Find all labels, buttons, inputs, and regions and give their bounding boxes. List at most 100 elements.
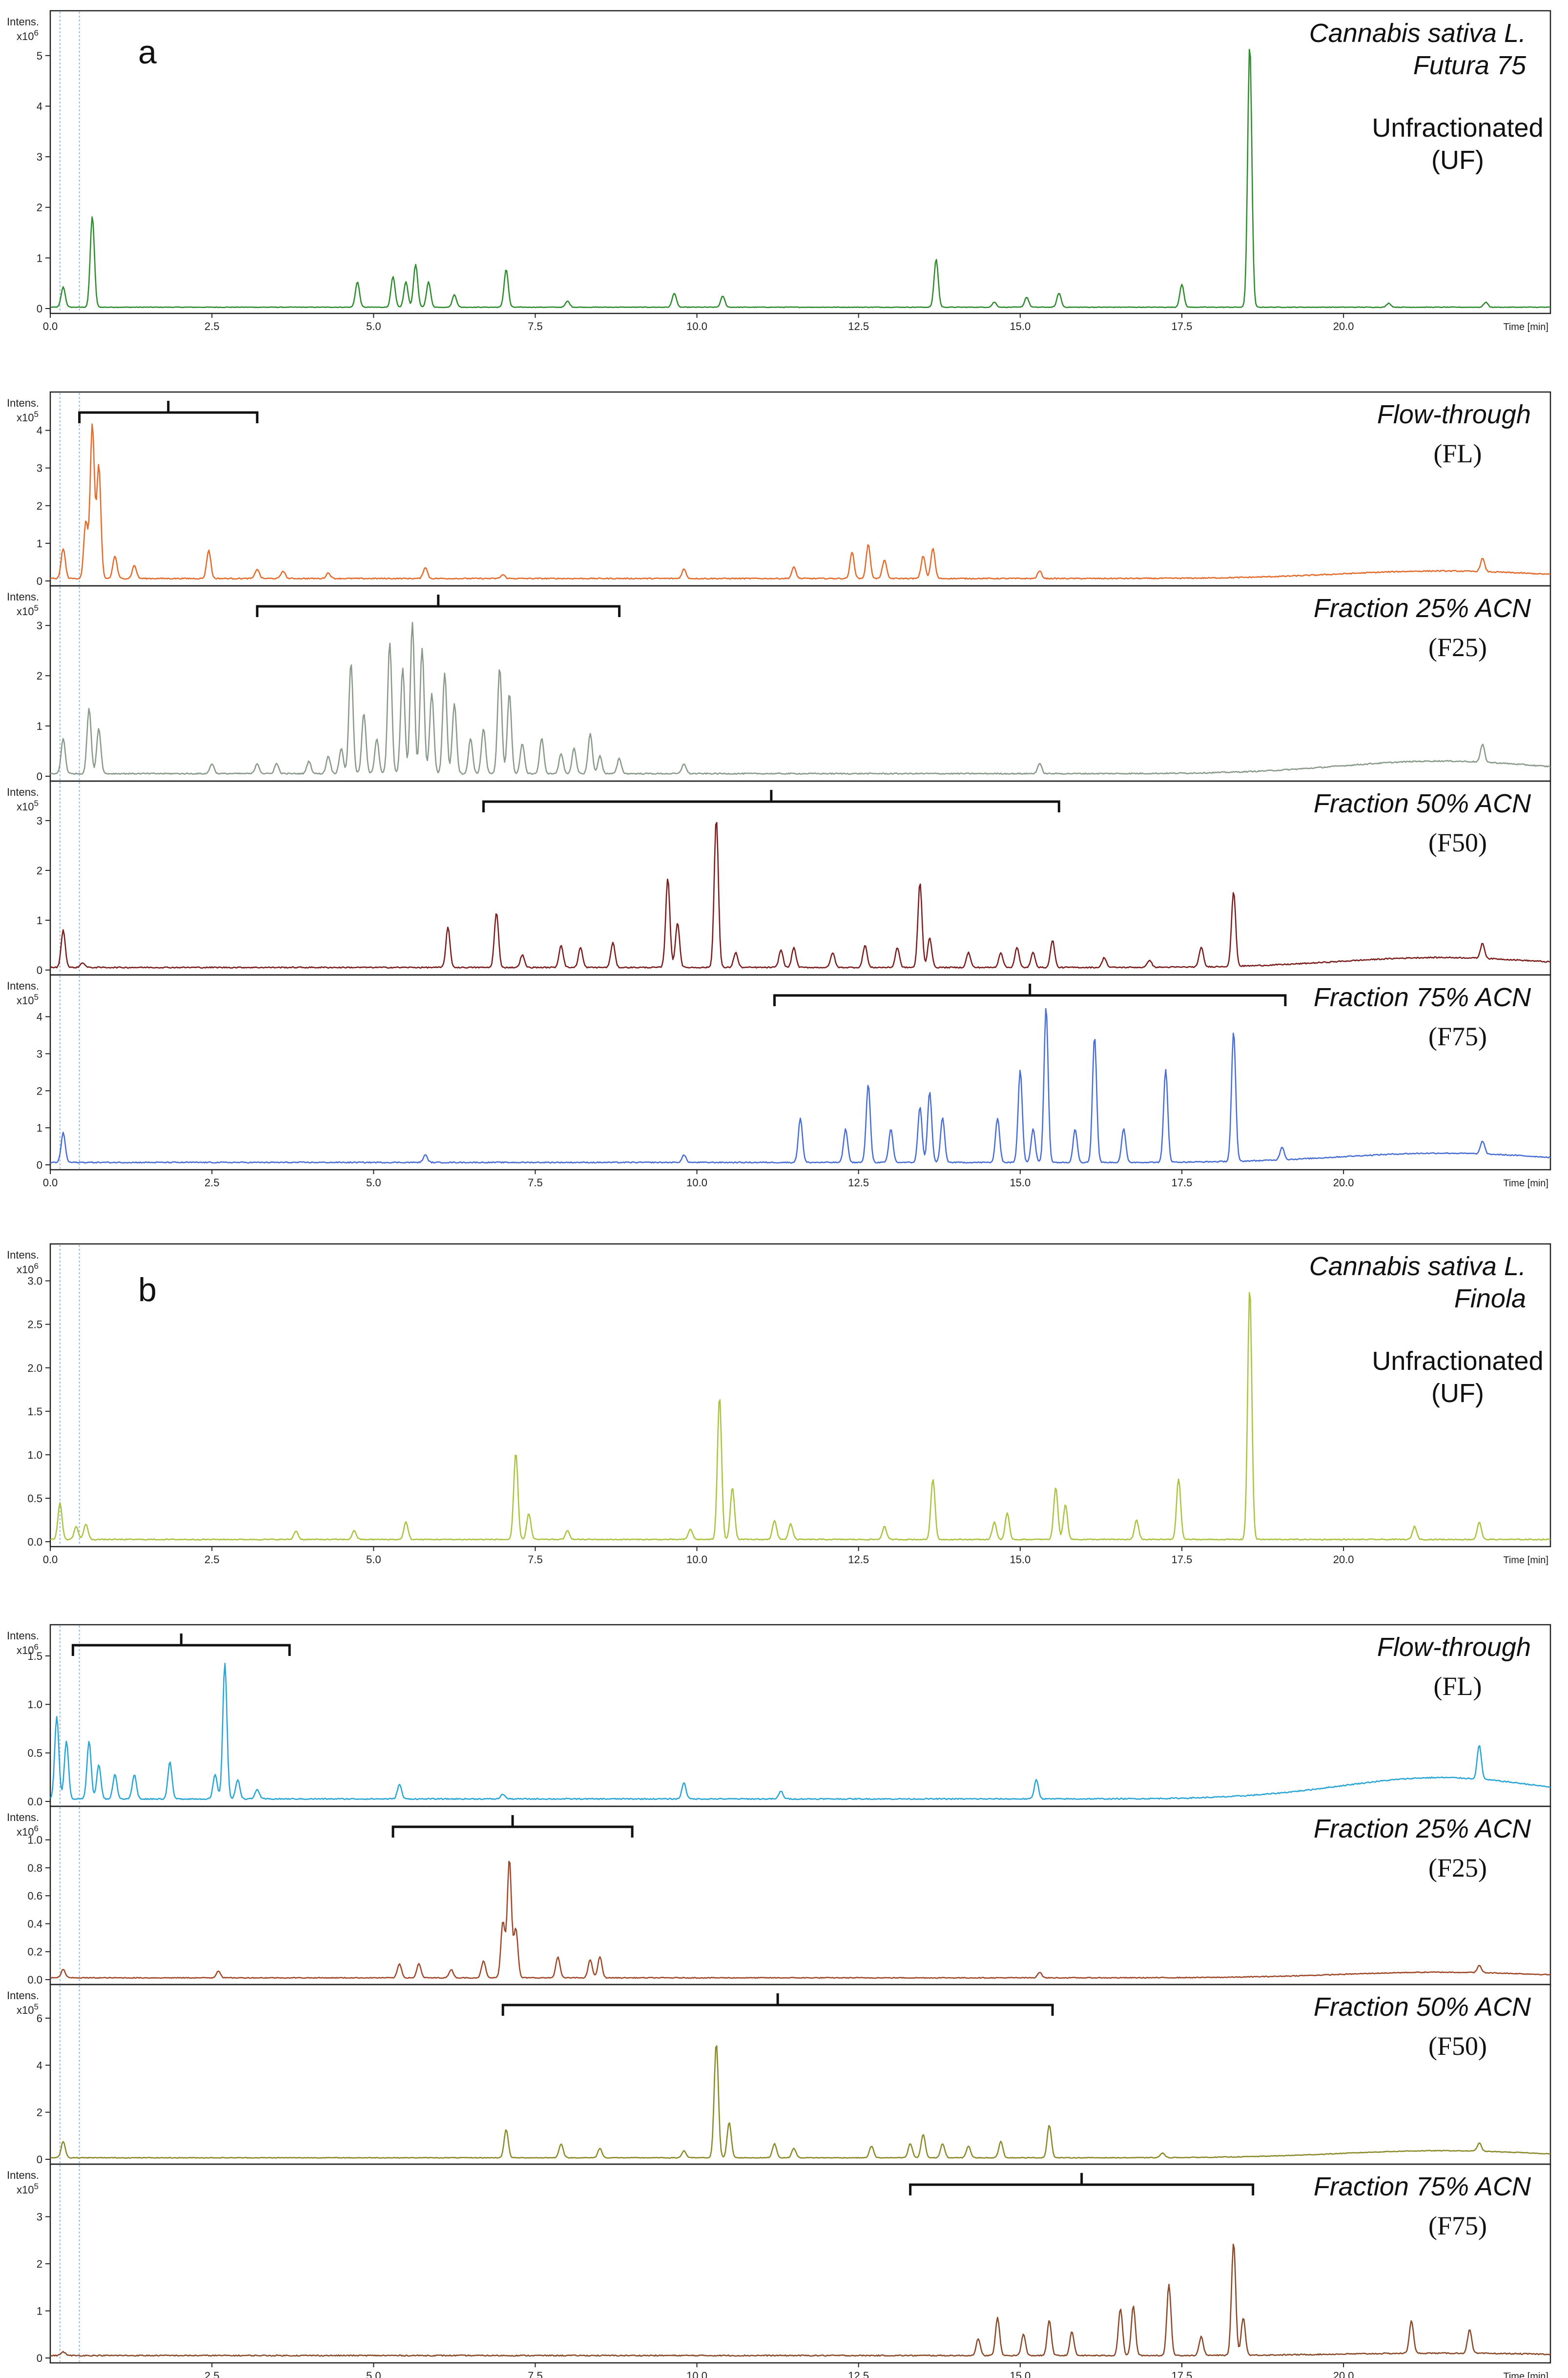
y-exponent-label: x106: [17, 1261, 39, 1276]
y-tick-label: 0.5: [27, 1492, 42, 1505]
y-tick-label: 2: [37, 670, 42, 682]
y-tick-label: 6: [37, 2012, 42, 2025]
x-tick-label: 0.0: [43, 1553, 58, 1566]
y-tick-label: 0: [37, 2352, 42, 2364]
y-axis-label: Intens.: [7, 980, 39, 992]
exponent-base: x10: [17, 30, 34, 42]
y-tick-label: 1.5: [27, 1406, 42, 1418]
y-tick-label: 4: [37, 2059, 42, 2071]
y-axis-label: Intens.: [7, 2169, 39, 2181]
panel-frame: [49, 391, 1551, 587]
exponent-power: 5: [34, 993, 38, 1002]
panel-subtitle-line: Unfractionated: [1372, 1346, 1543, 1376]
panel-title-line: Fraction 50% ACN: [1314, 1992, 1531, 2022]
y-axis-label: Intens.: [7, 1811, 39, 1823]
elution-bracket: [909, 2173, 1255, 2195]
panel-title-line: Fraction 50% ACN: [1314, 789, 1531, 818]
y-tick-label: 1: [37, 2305, 42, 2317]
y-tick-label: 2: [37, 500, 42, 512]
panel-frame: [49, 1624, 1551, 1807]
panel-letter: b: [138, 1271, 157, 1308]
x-axis-label: Time [min]: [1503, 1555, 1548, 1566]
x-tick-label: 0.0: [43, 1177, 58, 1189]
y-tick-label: 2.5: [27, 1319, 42, 1331]
panel-frame: [49, 1243, 1551, 1548]
panel-subtitle-line: (F50): [1428, 2031, 1487, 2061]
panel-subtitle-line: (UF): [1431, 145, 1484, 175]
x-tick-label: 2.5: [205, 320, 220, 332]
y-tick-label: 2: [37, 1085, 42, 1097]
y-tick-label: 2: [37, 2107, 42, 2119]
y-tick-label: 0: [37, 964, 42, 976]
trace-F50: [50, 822, 1551, 969]
exponent-base: x10: [17, 605, 34, 618]
y-tick-label: 1: [37, 252, 42, 264]
panel-subtitle-line: Unfractionated: [1372, 113, 1543, 143]
y-tick-label: 0.6: [27, 1890, 42, 1902]
elution-bracket: [482, 790, 1060, 812]
y-tick-label: 3: [37, 620, 42, 632]
y-axis-label: Intens.: [7, 1630, 39, 1642]
exponent-power: 6: [34, 1824, 38, 1833]
trace-F75: [50, 2243, 1551, 2357]
exponent-base: x10: [17, 994, 34, 1007]
x-axis-label: Time [min]: [1503, 322, 1548, 332]
x-tick-label: 0.0: [43, 320, 58, 332]
trace-F25: [50, 1861, 1551, 1979]
y-tick-label: 2.0: [27, 1362, 42, 1374]
panel-subtitle-line: (UF): [1431, 1379, 1484, 1408]
y-tick-label: 0: [37, 770, 42, 783]
y-axis-label: Intens.: [7, 591, 39, 603]
y-exponent-label: x105: [17, 2002, 39, 2016]
panel-subtitle-line: (F75): [1428, 2211, 1487, 2240]
y-exponent-label: x105: [17, 603, 39, 618]
y-axis-label: Intens.: [7, 1989, 39, 2002]
y-tick-label: 1: [37, 538, 42, 550]
x-tick-label: 12.5: [848, 320, 869, 332]
y-tick-label: 0.0: [27, 1536, 42, 1548]
exponent-base: x10: [17, 1263, 34, 1276]
y-tick-label: 0: [37, 1159, 42, 1171]
trace-UF: [50, 49, 1550, 309]
y-exponent-label: x106: [17, 1642, 39, 1656]
x-tick-label: 20.0: [1333, 2370, 1354, 2378]
panel-frame: [49, 10, 1551, 314]
panel-subtitle-line: (F25): [1428, 633, 1487, 662]
elution-bracket: [392, 1815, 634, 1838]
x-tick-label: 17.5: [1172, 2370, 1193, 2378]
x-tick-label: 5.0: [366, 1177, 381, 1189]
x-tick-label: 10.0: [686, 1553, 707, 1566]
panel-subtitle-line: (F50): [1428, 828, 1487, 857]
y-tick-label: 3: [37, 1048, 42, 1060]
y-exponent-label: x105: [17, 799, 39, 813]
y-axis-label: Intens.: [7, 1249, 39, 1261]
exponent-power: 5: [34, 799, 38, 808]
x-tick-label: 15.0: [1010, 2370, 1031, 2378]
y-tick-label: 0: [37, 303, 42, 315]
panel-title-line: Fraction 75% ACN: [1314, 2172, 1531, 2201]
y-tick-label: 0.2: [27, 1946, 42, 1958]
panel-subtitle-line: (FL): [1434, 1672, 1482, 1701]
y-exponent-label: x105: [17, 2182, 39, 2196]
panel-title-line: Flow-through: [1377, 1633, 1531, 1662]
x-tick-label: 15.0: [1010, 1177, 1031, 1189]
panel-title-line: Finola: [1454, 1284, 1526, 1313]
panel-subtitle-line: (FL): [1434, 439, 1482, 468]
panel-subtitle-line: (F25): [1428, 1853, 1487, 1882]
panel-title-line: Futura 75: [1413, 51, 1527, 80]
y-tick-label: 1.0: [27, 1698, 42, 1711]
trace-FL: [50, 423, 1551, 580]
exponent-power: 6: [34, 1642, 38, 1652]
exponent-base: x10: [17, 2004, 34, 2016]
y-tick-label: 4: [37, 1011, 42, 1023]
x-tick-label: 5.0: [366, 1553, 381, 1566]
exponent-power: 5: [34, 410, 38, 419]
y-tick-label: 4: [37, 100, 42, 112]
x-tick-label: 12.5: [848, 2370, 869, 2378]
y-tick-label: 0: [37, 575, 42, 587]
x-tick-label: 5.0: [366, 320, 381, 332]
